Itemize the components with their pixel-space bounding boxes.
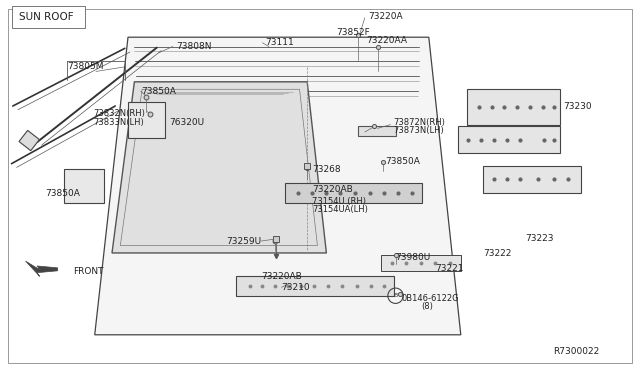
Text: 73230: 73230 <box>563 102 592 110</box>
Polygon shape <box>285 183 422 203</box>
Text: 73220AB: 73220AB <box>312 185 353 194</box>
Polygon shape <box>381 255 461 271</box>
Text: 73980U: 73980U <box>396 253 431 262</box>
Text: 76320U: 76320U <box>170 118 205 126</box>
Text: 73832N(RH): 73832N(RH) <box>93 109 145 118</box>
Text: 73154UA(LH): 73154UA(LH) <box>312 205 368 214</box>
Text: 73210: 73210 <box>282 283 310 292</box>
Bar <box>19 131 40 151</box>
Polygon shape <box>64 169 104 203</box>
Text: 73259U: 73259U <box>226 237 261 246</box>
Text: 73222: 73222 <box>483 249 511 258</box>
Text: R7300022: R7300022 <box>554 347 600 356</box>
Text: 73850A: 73850A <box>385 157 420 166</box>
Text: 73873N(LH): 73873N(LH) <box>394 126 444 135</box>
Text: 73833N(LH): 73833N(LH) <box>93 118 143 126</box>
FancyBboxPatch shape <box>12 6 85 28</box>
Polygon shape <box>26 261 58 276</box>
Text: 73850A: 73850A <box>45 189 79 198</box>
Text: 73220AB: 73220AB <box>261 272 302 280</box>
Polygon shape <box>358 126 396 136</box>
Text: (8): (8) <box>421 302 433 311</box>
Text: 73852F: 73852F <box>337 28 371 37</box>
Text: 0B146-6122G: 0B146-6122G <box>402 294 460 303</box>
Text: 73220AA: 73220AA <box>366 36 407 45</box>
Text: 73221: 73221 <box>435 264 464 273</box>
Text: 73808N: 73808N <box>176 42 211 51</box>
Text: 73154U (RH): 73154U (RH) <box>312 197 366 206</box>
Text: 73220A: 73220A <box>368 12 403 21</box>
Text: 73268: 73268 <box>312 165 341 174</box>
Text: 73111: 73111 <box>266 38 294 47</box>
Text: 73850A: 73850A <box>141 87 175 96</box>
Polygon shape <box>112 82 326 253</box>
Text: FRONT: FRONT <box>74 267 104 276</box>
Polygon shape <box>236 276 394 296</box>
Text: 73805M: 73805M <box>67 62 104 71</box>
Polygon shape <box>128 102 165 138</box>
Polygon shape <box>483 166 581 193</box>
Polygon shape <box>467 89 560 125</box>
Text: 73223: 73223 <box>525 234 554 243</box>
Text: B: B <box>394 293 397 298</box>
Text: 73872N(RH): 73872N(RH) <box>394 118 445 127</box>
Polygon shape <box>458 126 560 153</box>
Polygon shape <box>95 37 461 335</box>
Text: SUN ROOF: SUN ROOF <box>19 12 74 22</box>
